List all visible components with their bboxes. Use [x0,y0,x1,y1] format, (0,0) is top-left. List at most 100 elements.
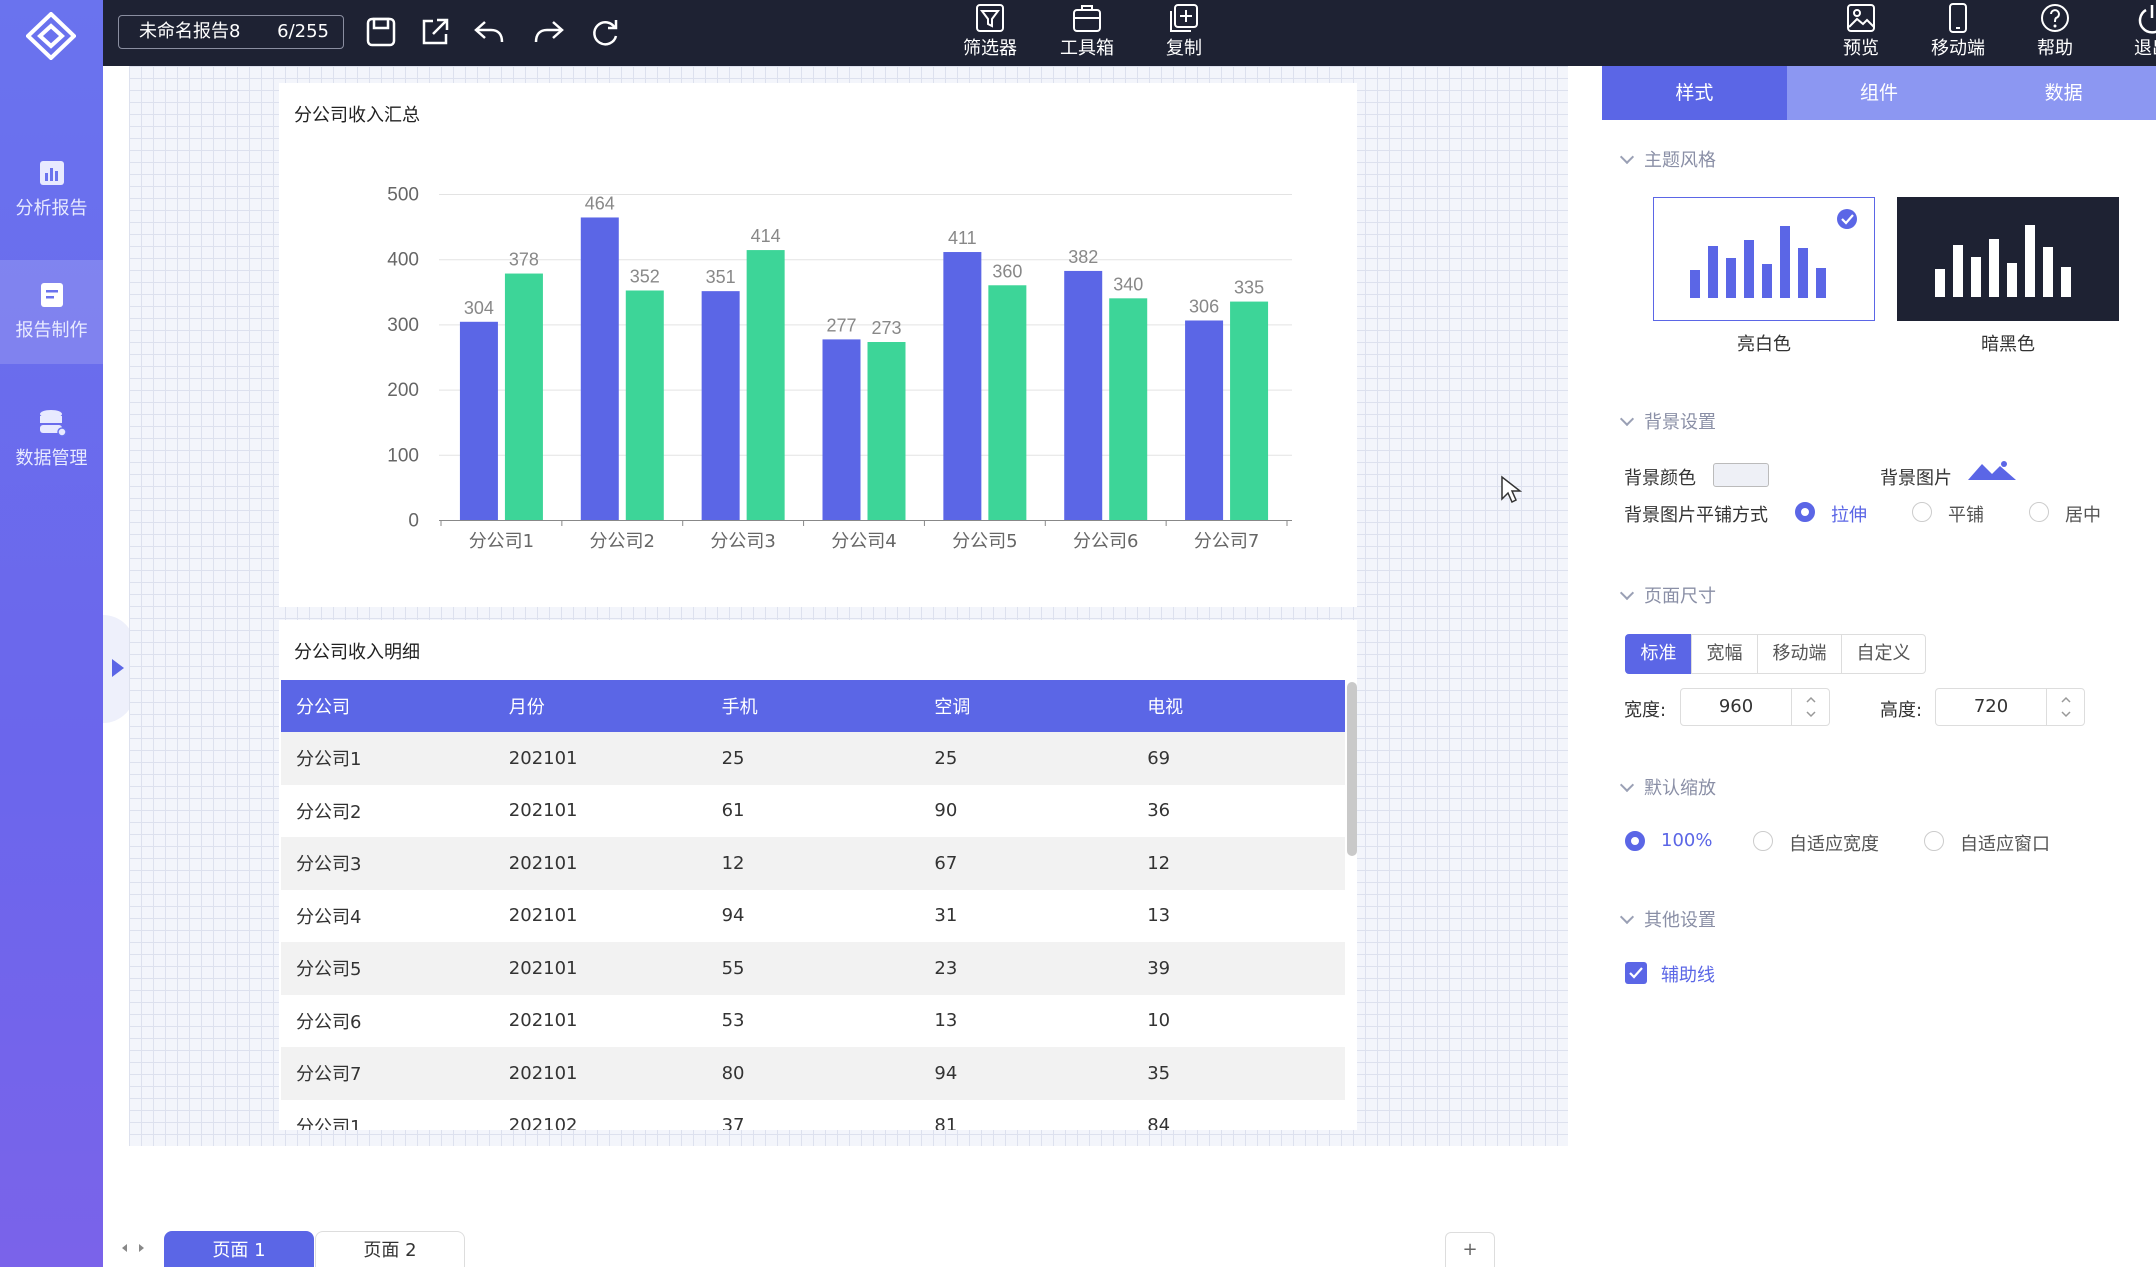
toolbox-button[interactable]: 工具箱 [1047,0,1127,66]
bar [822,339,861,520]
logout-button[interactable]: 退出 [2112,0,2156,66]
table-card[interactable]: 分公司收入明细 分公司 月份 手机 空调 电视 分公司1 202101 25 2… [279,620,1357,1130]
preview-button[interactable]: 预览 [1821,0,1901,66]
column-header[interactable]: 电视 [1147,697,1184,718]
redo-icon[interactable] [531,14,567,50]
scroll-left-icon[interactable] [119,1242,131,1254]
sidebar-item-analysis-report[interactable]: 分析报告 [0,138,103,242]
table-row[interactable]: 分公司4 202101 94 31 13 [281,890,1345,943]
theme-dark-card[interactable] [1897,197,2119,321]
tab-style[interactable]: 样式 [1602,66,1787,120]
tile-repeat-label[interactable]: 平铺 [1948,505,1984,526]
guides-label[interactable]: 辅助线 [1661,965,1715,986]
table-cell: 23 [934,957,958,979]
table-cell: 36 [1147,800,1171,822]
table-row[interactable]: 分公司5 202101 55 23 39 [281,942,1345,995]
size-wide-button[interactable]: 宽幅 [1691,634,1758,674]
bar [1230,301,1269,520]
chart-card[interactable]: 分公司收入汇总 0 100 200 300 400 500 304 378 分公司1 464 352… [279,83,1357,607]
tile-stretch-radio[interactable] [1795,502,1815,522]
table-row[interactable]: 分公司7 202101 80 94 35 [281,1047,1345,1100]
table-row[interactable]: 分公司3 202101 12 67 12 [281,837,1345,890]
table-header-row: 分公司 月份 手机 空调 电视 [281,680,1345,732]
report-canvas[interactable]: 分公司收入汇总 0 100 200 300 400 500 304 378 分公司1 464 352… [129,66,1568,1146]
add-page-button[interactable]: + [1445,1232,1495,1267]
tab-data[interactable]: 数据 [2044,82,2083,104]
guides-checkbox[interactable] [1625,962,1647,984]
width-stepper[interactable] [1791,689,1829,725]
zoom-fit-window-radio[interactable] [1924,831,1944,851]
section-default-zoom[interactable]: 默认缩放 [1619,774,1716,800]
bg-color-swatch[interactable] [1713,463,1769,487]
table-cell: 202101 [508,957,578,979]
size-mobile-button[interactable]: 移动端 [1757,634,1842,674]
zoom-fit-window-label[interactable]: 自适应窗口 [1960,834,2050,855]
size-standard-button[interactable]: 标准 [1625,634,1692,674]
data-label: 464 [585,193,615,213]
filter-button[interactable]: 筛选器 [950,0,1030,66]
tile-stretch-label[interactable]: 拉伸 [1831,505,1867,526]
data-label: 273 [871,318,901,338]
sidebar-item-report-making[interactable]: 报告制作 [0,260,103,364]
table-cell: 94 [934,1062,958,1084]
section-page-size[interactable]: 页面尺寸 [1619,582,1716,608]
bar [504,273,543,520]
scroll-right-icon[interactable] [135,1242,147,1254]
table-scrollbar[interactable] [1347,682,1357,856]
mouse-cursor-icon [1501,475,1522,504]
mountain-image-icon[interactable] [1966,460,2018,482]
column-header[interactable]: 手机 [721,697,758,718]
table-row[interactable]: 分公司1 202101 25 25 69 [281,732,1345,785]
page-tab-2[interactable]: 页面 2 [315,1231,465,1267]
data-label: 352 [630,266,660,286]
zoom-100-label[interactable]: 100% [1661,830,1713,851]
height-value: 720 [1973,696,2009,717]
help-label: 帮助 [2037,38,2073,59]
column-header[interactable]: 空调 [934,697,971,718]
save-icon[interactable] [363,14,399,50]
tile-repeat-radio[interactable] [1912,502,1932,522]
app-logo-icon[interactable] [26,12,76,60]
theme-light-card[interactable] [1653,197,1875,321]
zoom-100-radio[interactable] [1625,831,1645,851]
tile-center-radio[interactable] [2029,502,2049,522]
height-stepper[interactable] [2046,689,2084,725]
bar [459,321,498,520]
copy-button[interactable]: 复制 [1144,0,1224,66]
section-background[interactable]: 背景设置 [1619,408,1716,434]
y-tick-label: 500 [387,185,419,206]
chevron-down-icon [1619,777,1635,793]
data-table: 分公司 月份 手机 空调 电视 分公司1 202101 25 25 69 分公司… [281,680,1345,1130]
zoom-fit-width-radio[interactable] [1753,831,1773,851]
data-label: 382 [1068,247,1098,267]
width-input[interactable]: 960 [1680,688,1830,726]
report-name-field[interactable]: 未命名报告8 6/255 [118,15,344,49]
table-cell: 分公司4 [296,906,362,928]
sidebar-item-data-management[interactable]: 数据管理 [0,388,103,492]
help-button[interactable]: 帮助 [2015,0,2095,66]
section-other[interactable]: 其他设置 [1619,906,1716,932]
table-row[interactable]: 分公司2 202101 61 90 36 [281,785,1345,838]
table-row[interactable]: 分公司1 202102 37 81 84 [281,1100,1345,1130]
table-row[interactable]: 分公司6 202101 53 13 10 [281,995,1345,1048]
zoom-fit-width-label[interactable]: 自适应宽度 [1789,834,1879,855]
section-theme[interactable]: 主题风格 [1619,146,1716,172]
page-tab-1[interactable]: 页面 1 [164,1231,314,1267]
copy-icon [1170,4,1198,32]
mobile-icon [1949,3,1967,33]
report-name: 未命名报告8 [139,21,241,42]
mobile-button[interactable]: 移动端 [1918,0,1998,66]
section-title: 背景设置 [1644,412,1716,433]
undo-icon[interactable] [471,14,507,50]
refresh-icon[interactable] [587,14,623,50]
export-icon[interactable] [417,14,453,50]
x-tick-label: 分公司1 [469,531,534,552]
size-custom-button[interactable]: 自定义 [1841,634,1926,674]
column-header[interactable]: 月份 [508,697,545,718]
tab-components[interactable]: 组件 [1860,82,1899,104]
chart-title: 分公司收入汇总 [294,105,420,126]
height-input[interactable]: 720 [1935,688,2085,726]
tile-center-label[interactable]: 居中 [2065,505,2101,526]
column-header[interactable]: 分公司 [296,697,350,718]
data-label: 335 [1234,278,1264,298]
